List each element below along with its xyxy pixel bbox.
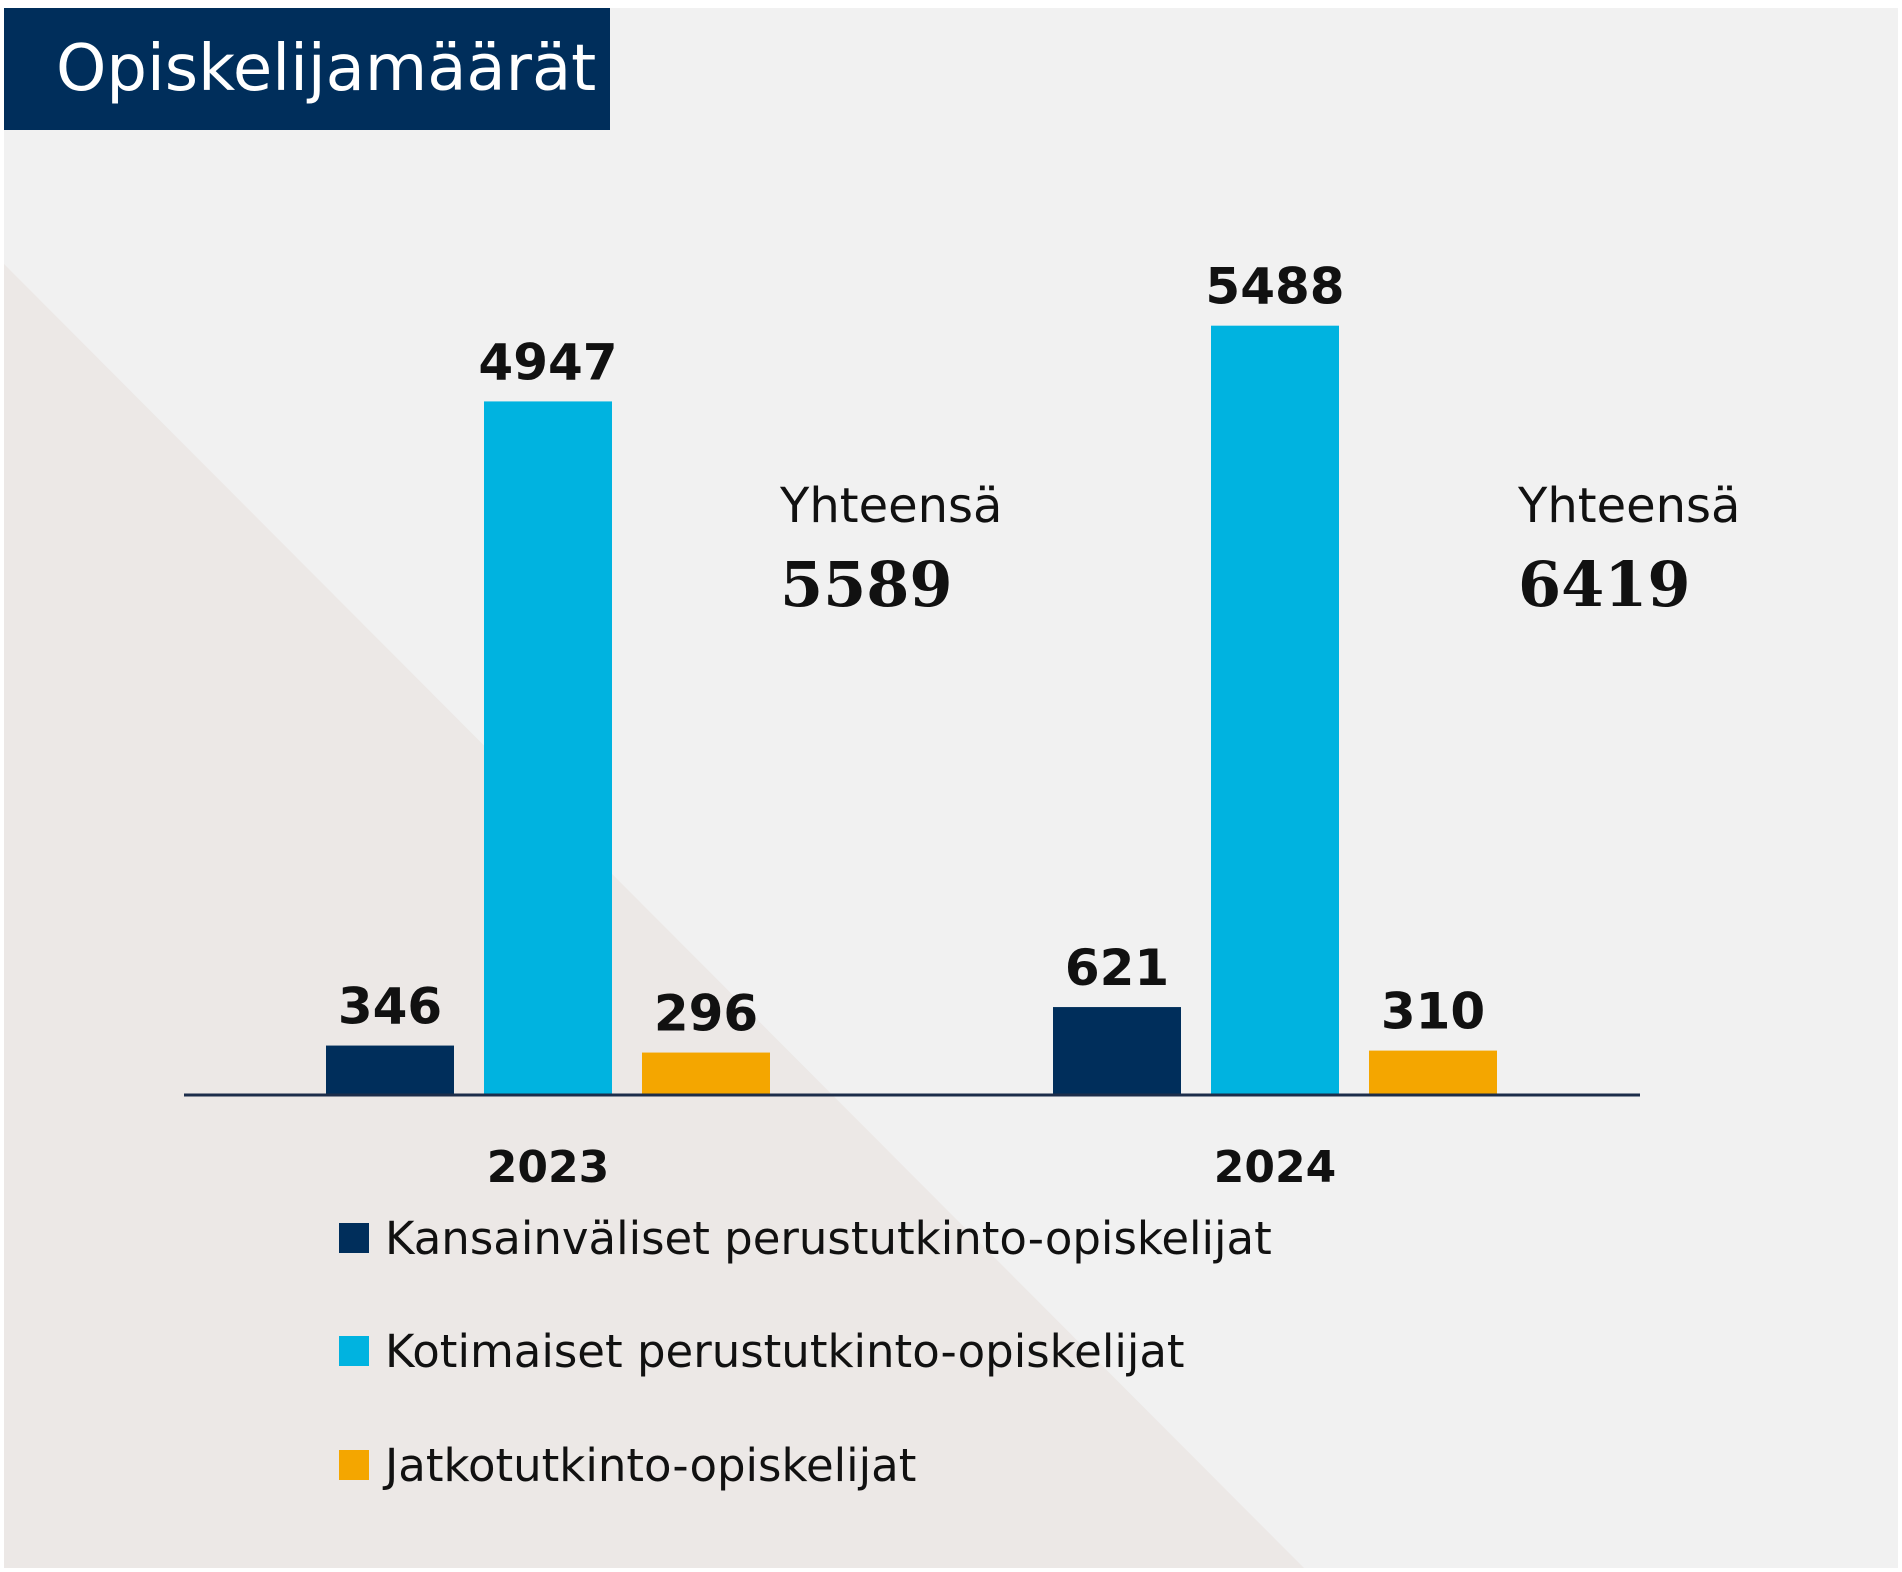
data-label-2024-2: 310 [1381, 983, 1485, 1041]
total-label-2024: Yhteensä [1518, 478, 1741, 534]
diagonal-background-shape [4, 264, 1304, 1568]
chart-title: Opiskelijamäärät [56, 32, 597, 106]
legend-swatch-postgraduate [339, 1450, 369, 1480]
legend-label-postgraduate: Jatkotutkinto-opiskelijat [385, 1438, 917, 1492]
bar-2024-0 [1053, 1007, 1181, 1094]
legend-item-international: Kansainväliset perustutkinto-opiskelijat [339, 1211, 1272, 1265]
chart-card: Opiskelijamäärät 346 4947 296 2023 621 5488 31… [4, 8, 1898, 1568]
total-value-2024: 6419 [1518, 548, 1691, 621]
bar-chart: 346 4947 296 2023 621 5488 310 2024 [184, 258, 1640, 1193]
legend-item-domestic: Kotimaiset perustutkinto-opiskelijat [339, 1324, 1185, 1378]
legend-label-international: Kansainväliset perustutkinto-opiskelijat [385, 1211, 1272, 1265]
data-label-2023-0: 346 [338, 978, 442, 1036]
total-value-2023: 5589 [780, 548, 953, 621]
title-banner: Opiskelijamäärät [4, 8, 610, 130]
legend-item-postgraduate: Jatkotutkinto-opiskelijat [339, 1438, 917, 1492]
data-label-2023-1: 4947 [478, 333, 617, 391]
legend-swatch-domestic [339, 1336, 369, 1366]
legend-label-domestic: Kotimaiset perustutkinto-opiskelijat [385, 1324, 1185, 1378]
data-label-2024-0: 621 [1065, 939, 1169, 997]
x-tick-label-2024: 2024 [1214, 1142, 1336, 1193]
bar-2023-1 [484, 401, 612, 1094]
data-label-2023-2: 296 [654, 985, 758, 1043]
data-label-2024-1: 5488 [1205, 258, 1344, 316]
bar-2023-2 [642, 1052, 770, 1094]
bar-2023-0 [326, 1045, 454, 1094]
bar-2024-1 [1211, 325, 1339, 1094]
x-tick-label-2023: 2023 [487, 1142, 609, 1193]
legend-swatch-international [339, 1223, 369, 1253]
bar-2024-2 [1369, 1050, 1497, 1094]
total-label-2023: Yhteensä [780, 478, 1003, 534]
